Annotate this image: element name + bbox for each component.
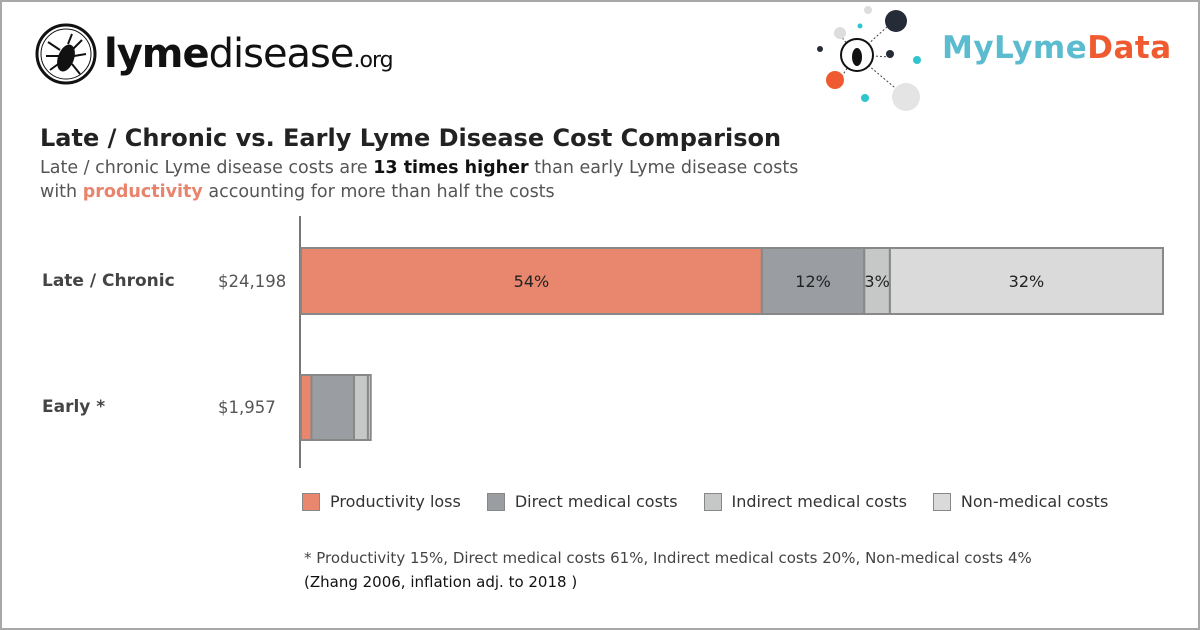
data-label: 32% bbox=[1009, 272, 1045, 291]
bar-segment-productivity-loss-late bbox=[300, 247, 763, 315]
legend-item: Non-medical costs bbox=[932, 492, 1109, 511]
mylymedata-wordmark: MyLymeData bbox=[942, 30, 1172, 66]
bar-segment-non-medical-costs-early bbox=[366, 374, 372, 441]
tick-logo-icon bbox=[35, 23, 97, 85]
bar-segment-indirect-medical-costs-late bbox=[863, 247, 891, 315]
legend-label: Non-medical costs bbox=[960, 492, 1109, 511]
chart-title: Late / Chronic vs. Early Lyme Disease Co… bbox=[40, 124, 782, 152]
legend: Productivity loss Direct medical costs Ind… bbox=[302, 492, 1134, 511]
data-label: 54% bbox=[514, 272, 550, 291]
mylymedata-network-icon bbox=[817, 6, 921, 111]
chart-subtitle: Late / chronic Lyme disease costs are 13… bbox=[40, 158, 799, 202]
legend-label: Indirect medical costs bbox=[731, 492, 907, 511]
legend-swatch bbox=[486, 492, 505, 511]
bar-segment-indirect-medical-costs-early bbox=[352, 374, 369, 441]
bar-segment-non-medical-costs-late bbox=[888, 247, 1165, 315]
total-label-early: $1,957 bbox=[218, 398, 276, 417]
legend-label: Productivity loss bbox=[330, 492, 461, 511]
category-label-early: Early * bbox=[42, 397, 106, 417]
legend-item: Direct medical costs bbox=[486, 492, 678, 511]
legend-swatch bbox=[302, 492, 320, 511]
legend-item: Indirect medical costs bbox=[703, 492, 907, 511]
legend-item: Productivity loss bbox=[302, 492, 461, 511]
bar-segment-productivity-loss-early bbox=[300, 374, 313, 441]
source-citation: (Zhang 2006, inflation adj. to 2018 ) bbox=[304, 573, 578, 591]
footnote-text: * Productivity 15%, Direct medical costs… bbox=[304, 549, 1032, 567]
category-label-late: Late / Chronic bbox=[42, 271, 175, 291]
bar-segment-direct-medical-costs-early bbox=[310, 374, 355, 441]
total-label-late: $24,198 bbox=[218, 272, 287, 291]
legend-swatch bbox=[703, 492, 722, 511]
footnote: * Productivity 15%, Direct medical costs… bbox=[304, 546, 1032, 594]
legend-label: Direct medical costs bbox=[514, 492, 678, 511]
lymedisease-logo: lymedisease.org bbox=[34, 22, 394, 86]
data-label: 3% bbox=[864, 272, 889, 291]
logo-wordmark: lymedisease.org bbox=[104, 31, 394, 77]
data-label: 12% bbox=[795, 272, 831, 291]
legend-swatch bbox=[932, 492, 951, 511]
bar-segment-direct-medical-costs-late bbox=[760, 247, 866, 315]
